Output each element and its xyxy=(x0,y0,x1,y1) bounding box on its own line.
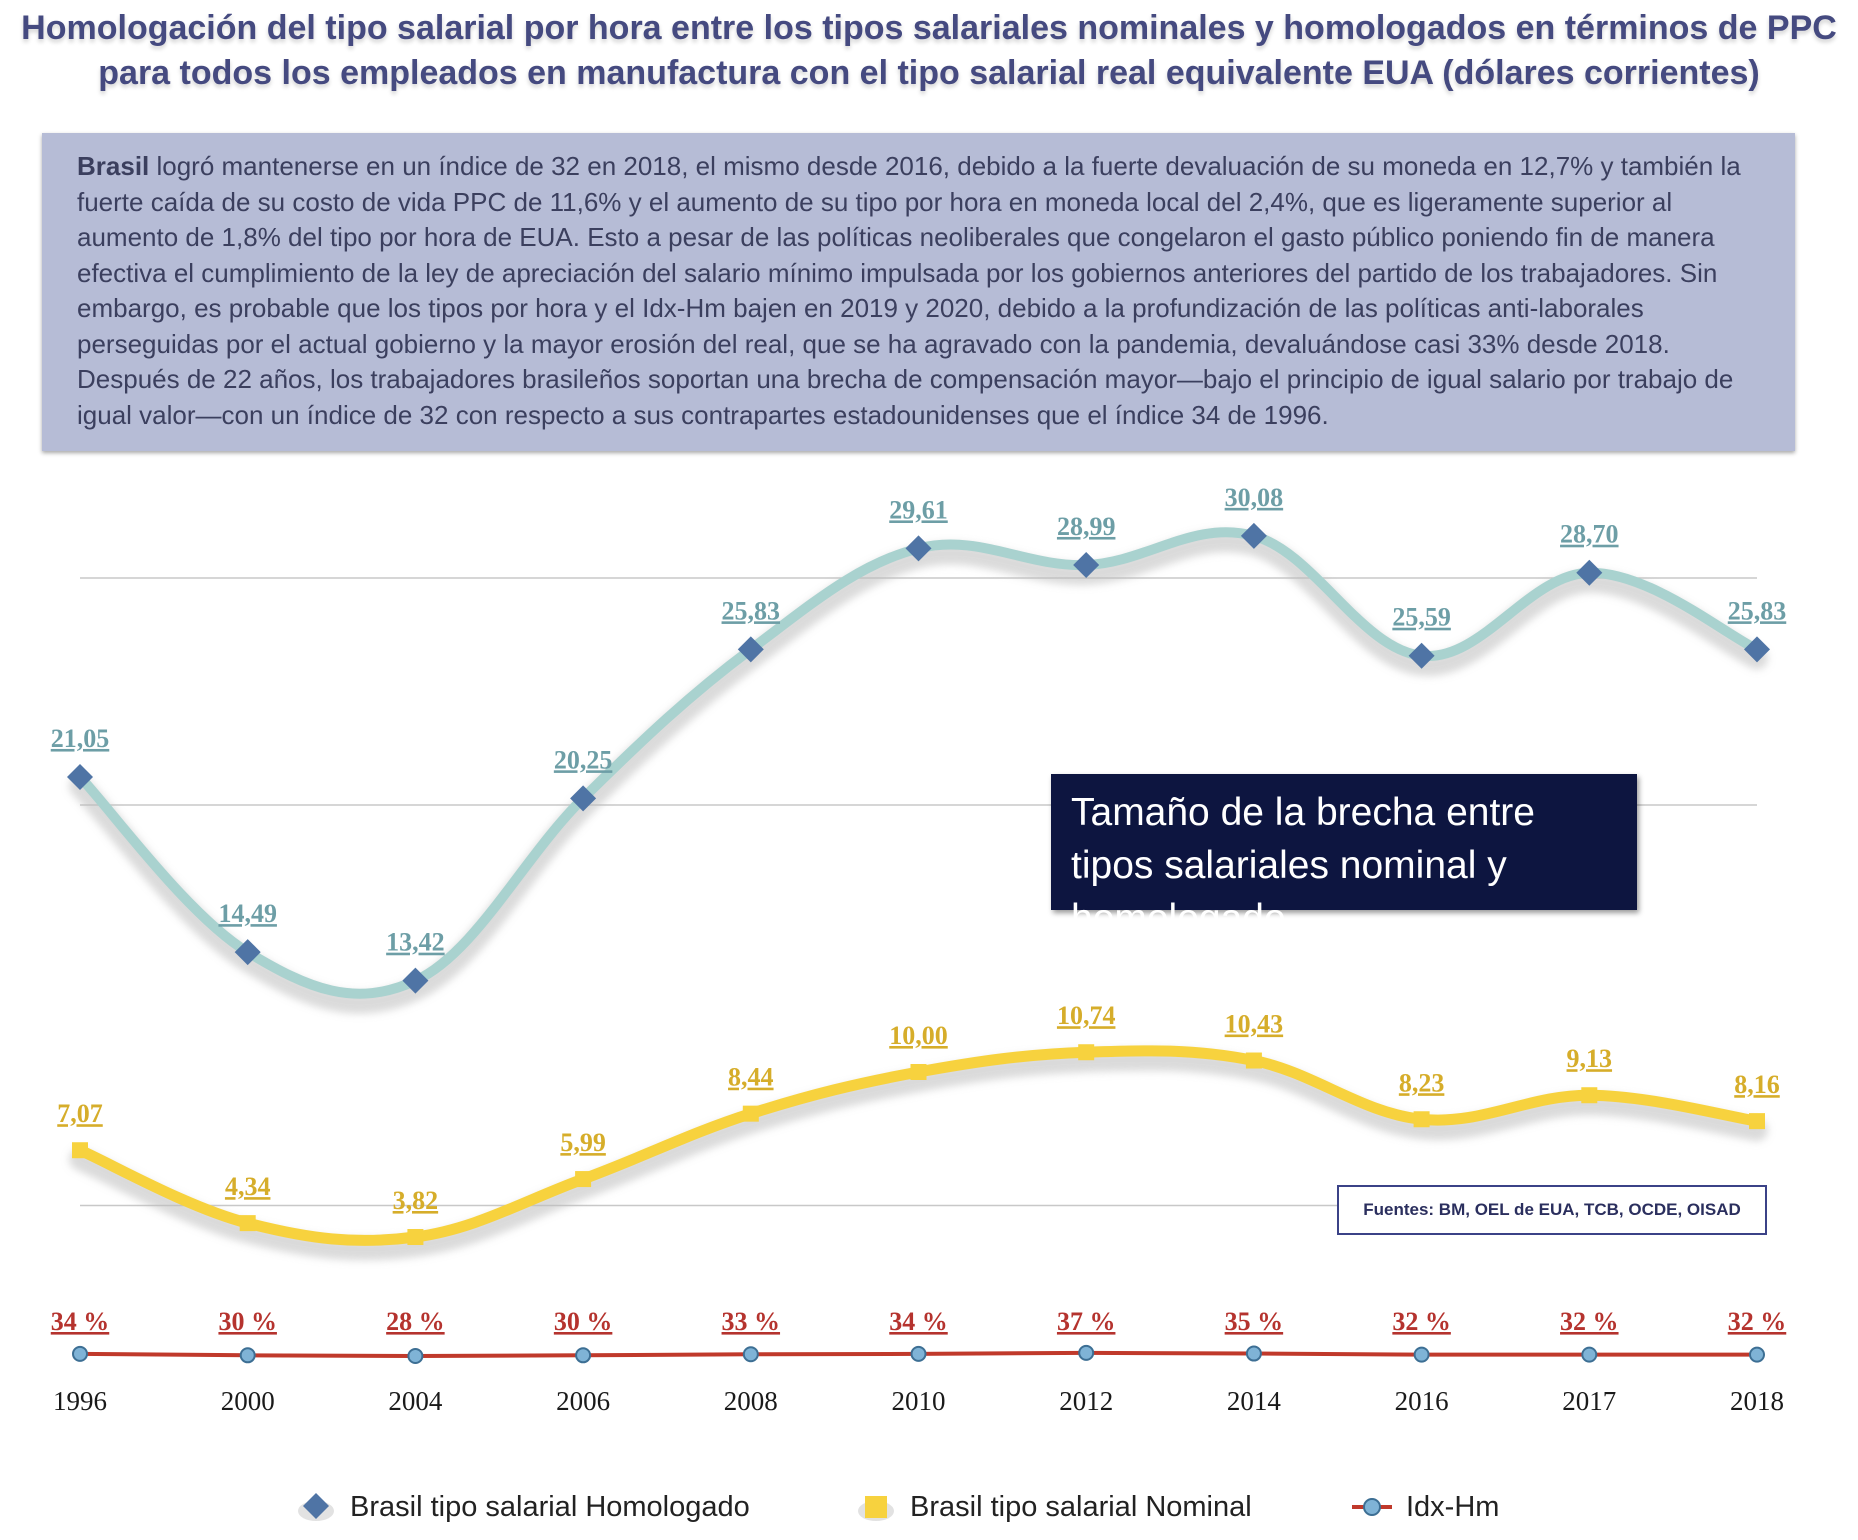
x-tick-label: 2012 xyxy=(1059,1386,1113,1416)
legend-square-icon xyxy=(858,1496,894,1521)
homologado-data-label: 25,83 xyxy=(1728,596,1787,625)
legend-item-homologado: Brasil tipo salarial Homologado xyxy=(296,1485,750,1529)
nominal-marker xyxy=(575,1171,592,1188)
homologado-marker xyxy=(737,636,764,663)
homologado-marker xyxy=(67,763,93,790)
homologado-data-label: 30,08 xyxy=(1225,483,1284,512)
idxhm-marker xyxy=(575,1347,592,1364)
nominal-data-label: 8,23 xyxy=(1399,1068,1445,1097)
homologado-data-label: 29,61 xyxy=(889,495,948,524)
homologado-line xyxy=(75,527,1762,999)
nominal-marker xyxy=(910,1064,927,1080)
x-tick-label: 2004 xyxy=(388,1386,443,1416)
idxhm-data-label: 30 % xyxy=(554,1307,613,1336)
nominal-data-label: 10,00 xyxy=(889,1021,948,1050)
legend-diamond-icon xyxy=(298,1493,334,1521)
x-tick-label: 2010 xyxy=(892,1386,946,1416)
x-tick-label: 2006 xyxy=(556,1386,610,1416)
nominal-data-label: 7,07 xyxy=(57,1099,103,1128)
idxhm-marker xyxy=(1078,1344,1095,1361)
idxhm-data-label: 34 % xyxy=(51,1307,110,1336)
x-tick-label: 2018 xyxy=(1730,1386,1784,1416)
homologado-data-label: 14,49 xyxy=(218,899,277,928)
homologado-marker xyxy=(234,939,261,966)
idxhm-data-label: 32 % xyxy=(1392,1307,1451,1336)
x-tick-label: 2016 xyxy=(1395,1386,1449,1416)
homologado-data-label: 21,05 xyxy=(51,724,110,753)
idxhm-data-label: 28 % xyxy=(386,1307,445,1336)
legend: Brasil tipo salarial Homologado Brasil t… xyxy=(0,1485,1858,1529)
idxhm-data-label: 35 % xyxy=(1225,1307,1284,1336)
idxhm-marker xyxy=(1245,1345,1262,1362)
idxhm-marker xyxy=(407,1348,424,1364)
legend-label-homologado: Brasil tipo salarial Homologado xyxy=(350,1490,750,1523)
nominal-data-label: 10,43 xyxy=(1225,1010,1284,1039)
nominal-marker xyxy=(1413,1111,1430,1128)
chart-title: Homologación del tipo salarial por hora … xyxy=(21,9,1837,92)
summary-text: logró mantenerse en un índice de 32 en 2… xyxy=(77,151,1741,430)
idxhm-marker xyxy=(239,1347,256,1364)
x-tick-label: 2008 xyxy=(724,1386,778,1416)
summary-box: Brasil logró mantenerse en un índice de … xyxy=(42,133,1795,451)
sources-box: Fuentes: BM, OEL de EUA, TCB, OCDE, OISA… xyxy=(1337,1185,1767,1235)
x-tick-label: 2000 xyxy=(221,1386,275,1416)
summary-lead: Brasil xyxy=(77,151,150,181)
legend-item-idxhm: Idx-Hm xyxy=(1352,1485,1499,1529)
idxhm-data-label: 32 % xyxy=(1560,1307,1619,1336)
nominal-marker xyxy=(742,1105,759,1122)
homologado-marker xyxy=(1576,559,1603,586)
nominal-data-label: 3,82 xyxy=(393,1186,439,1215)
homologado-data-label: 25,59 xyxy=(1392,603,1451,632)
homologado-marker xyxy=(1744,636,1770,663)
nominal-marker xyxy=(407,1229,424,1246)
homologado-marker xyxy=(905,535,932,562)
homologado-marker xyxy=(1408,642,1435,669)
nominal-data-label: 9,13 xyxy=(1567,1044,1613,1073)
idxhm-data-label: 32 % xyxy=(1728,1307,1787,1336)
x-tick-label: 2014 xyxy=(1227,1386,1282,1416)
idxhm-marker xyxy=(910,1345,927,1362)
nominal-data-label: 5,99 xyxy=(560,1128,606,1157)
idxhm-data-label: 33 % xyxy=(722,1307,781,1336)
homologado-line-shadow xyxy=(69,530,1768,1014)
homologado-data-label: 13,42 xyxy=(386,928,445,957)
nominal-marker xyxy=(239,1215,256,1232)
homologado-data-label: 28,70 xyxy=(1560,520,1619,549)
idxhm-marker xyxy=(1581,1346,1598,1363)
legend-circle-icon xyxy=(1352,1498,1392,1516)
homologado-marker xyxy=(1240,522,1267,549)
legend-label-idxhm: Idx-Hm xyxy=(1406,1490,1500,1523)
x-tick-label: 2017 xyxy=(1562,1386,1616,1416)
line-chart: 21,05 14,49 13,42 20,25 25,83 29,61 28,99 30,08… xyxy=(51,483,1787,1416)
homologado-marker xyxy=(402,967,429,994)
idxhm-data-label: 30 % xyxy=(218,1307,277,1336)
nominal-data-label: 8,44 xyxy=(728,1063,774,1092)
homologado-marker xyxy=(570,785,597,812)
homologado-data-label: 20,25 xyxy=(554,745,613,774)
nominal-data-label: 10,74 xyxy=(1057,1001,1116,1030)
homologado-marker xyxy=(1073,551,1100,578)
x-tick-label: 1996 xyxy=(53,1386,107,1416)
nominal-line-shadow xyxy=(69,1048,1768,1261)
gap-size-box: Tamaño de la brecha entre tipos salarial… xyxy=(1051,774,1637,940)
idxhm-data-label: 37 % xyxy=(1057,1307,1116,1336)
nominal-marker xyxy=(1245,1052,1262,1069)
nominal-marker xyxy=(1749,1113,1765,1130)
nominal-data-label: 8,16 xyxy=(1734,1070,1780,1099)
nominal-marker xyxy=(1078,1044,1095,1061)
idxhm-data-label: 34 % xyxy=(889,1307,948,1336)
legend-item-nominal: Brasil tipo salarial Nominal xyxy=(856,1485,1252,1529)
idxhm-marker xyxy=(1413,1346,1430,1363)
nominal-marker xyxy=(72,1142,88,1159)
homologado-data-label: 25,83 xyxy=(722,596,781,625)
idxhm-marker xyxy=(72,1345,88,1362)
legend-label-nominal: Brasil tipo salarial Nominal xyxy=(910,1490,1252,1523)
idxhm-marker xyxy=(742,1346,759,1363)
idxhm-marker xyxy=(1749,1346,1765,1363)
nominal-data-label: 4,34 xyxy=(225,1172,271,1201)
homologado-data-label: 28,99 xyxy=(1057,512,1116,541)
nominal-marker xyxy=(1581,1087,1598,1104)
